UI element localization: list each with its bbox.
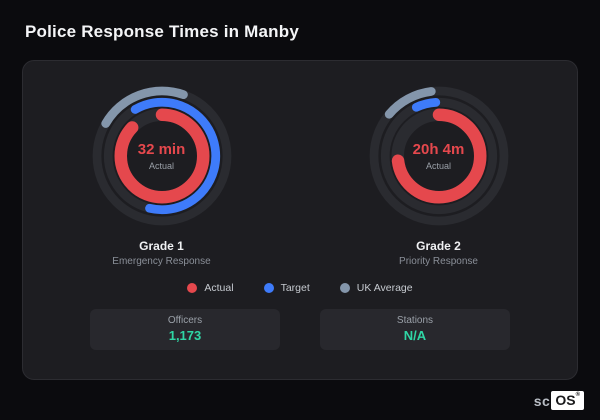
uk-average-arc — [369, 86, 508, 226]
scos-logo: sc OS® — [534, 391, 584, 410]
registered-mark-icon: ® — [575, 392, 580, 398]
gauge-rings-svg — [369, 86, 508, 226]
legend-label: Target — [280, 282, 310, 294]
logo-box: OS® — [551, 391, 584, 410]
target-dot-icon — [263, 283, 274, 293]
actual-dot-icon — [187, 283, 198, 293]
legend-label: Actual — [204, 282, 234, 294]
legend-item-uk-average[interactable]: UK Average — [339, 282, 413, 294]
target-arc — [380, 97, 497, 215]
chart-legend: Actual Target UK Average — [23, 282, 577, 294]
gauge-subtitle: Priority Response — [399, 256, 478, 267]
gauge-title: Grade 1 — [139, 239, 184, 253]
legend-item-actual[interactable]: Actual — [187, 282, 234, 294]
stat-stations: Stations N/A — [320, 309, 510, 350]
legend-item-target[interactable]: Target — [263, 282, 310, 294]
gauges-row: 32 min Actual Grade 1 Emergency Response — [23, 81, 577, 267]
response-times-card: 32 min Actual Grade 1 Emergency Response — [22, 60, 578, 380]
gauge-subtitle: Emergency Response — [112, 256, 211, 267]
stats-row: Officers 1,173 Stations N/A — [23, 309, 577, 350]
target-arc — [103, 97, 220, 215]
page-title: Police Response Times in Manby — [25, 22, 299, 41]
gauge-grade-1-chart: 32 min Actual — [87, 81, 237, 231]
gauge-title: Grade 2 — [416, 239, 461, 253]
gauge-rings-svg — [92, 86, 231, 226]
actual-arc — [114, 108, 209, 204]
actual-arc — [391, 108, 486, 204]
stat-label: Stations — [396, 315, 434, 326]
stat-value: 1,173 — [168, 328, 202, 343]
legend-label: UK Average — [356, 282, 413, 294]
stat-value: N/A — [403, 328, 427, 343]
stat-label: Officers — [167, 315, 203, 326]
gauge-grade-2: 20h 4m Actual Grade 2 Priority Response — [319, 81, 559, 267]
logo-prefix: sc — [533, 393, 551, 409]
uk-average-arc — [92, 86, 231, 226]
uk-average-dot-icon — [339, 283, 350, 293]
gauge-grade-2-chart: 20h 4m Actual — [364, 81, 514, 231]
stat-officers: Officers 1,173 — [90, 309, 280, 350]
gauge-grade-1: 32 min Actual Grade 1 Emergency Response — [42, 81, 282, 267]
